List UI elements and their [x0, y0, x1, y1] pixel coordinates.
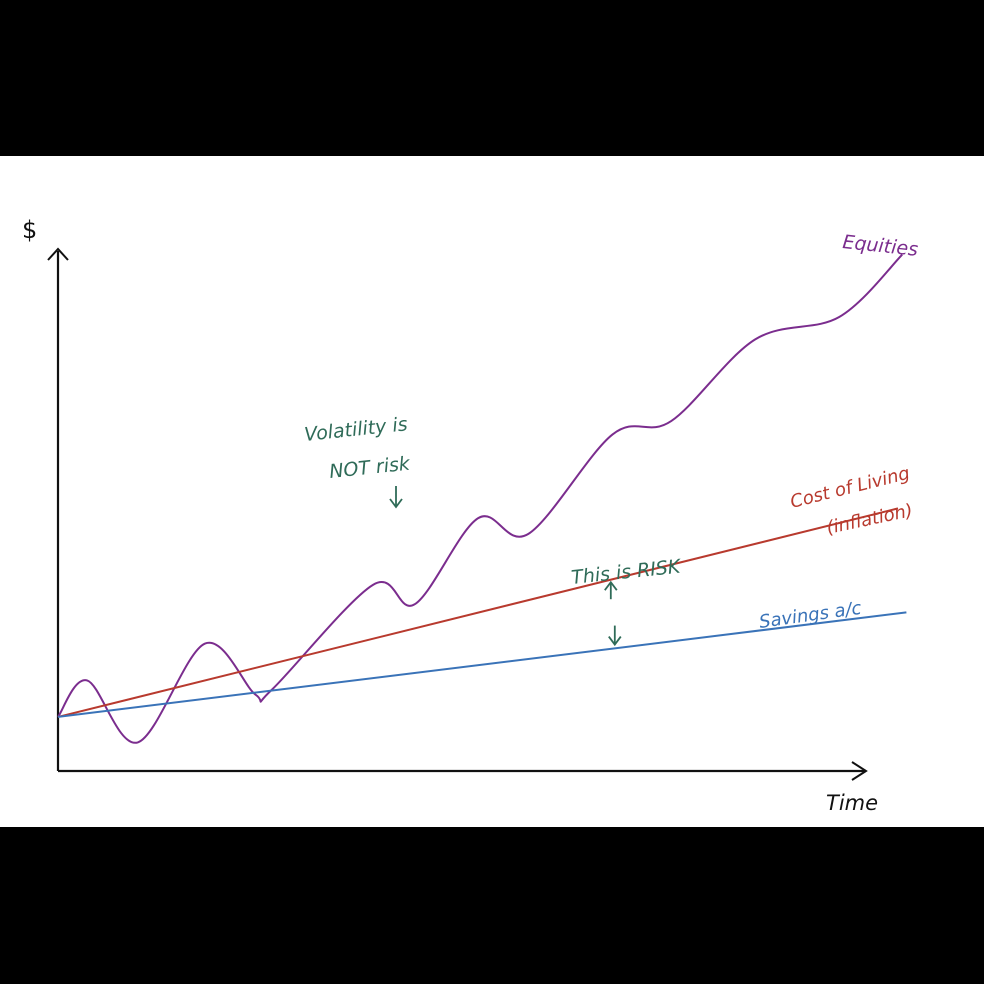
chart: $ Time Equities Cost of Living (inflatio… — [22, 216, 919, 815]
series-line-equities — [57, 253, 903, 744]
label-savings: Savings a/c — [758, 598, 863, 633]
label-equities: Equities — [841, 231, 919, 261]
y-axis-label: $ — [22, 216, 37, 244]
chart-panel: $ Time Equities Cost of Living (inflatio… — [0, 156, 984, 827]
annotation-volatility-line2: NOT risk — [328, 453, 412, 483]
y-axis-arrow — [47, 247, 69, 261]
x-axis-label: Time — [826, 791, 878, 815]
annotation-risk: This is RISK — [570, 555, 683, 588]
label-cost-of-living-line2: (inflation) — [825, 500, 915, 539]
series-line-savings — [57, 611, 907, 718]
x-axis-arrow — [851, 761, 868, 781]
annotation-volatility-line1: Volatility is — [303, 413, 408, 446]
annotation-volatility-arrow — [389, 486, 403, 509]
annotation-risk-arrows — [604, 580, 622, 647]
series-line-cost-of-living — [57, 507, 899, 718]
